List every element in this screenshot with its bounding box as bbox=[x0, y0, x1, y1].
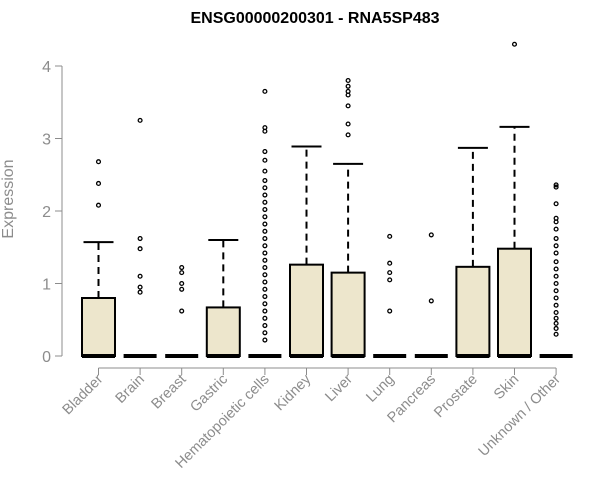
outlier-point bbox=[553, 182, 559, 188]
outlier-point bbox=[262, 286, 268, 292]
outlier-point bbox=[553, 295, 559, 301]
y-tick-label: 4 bbox=[42, 59, 51, 76]
outlier-point bbox=[553, 236, 559, 242]
outlier-point bbox=[95, 180, 102, 187]
outlier-point bbox=[262, 279, 268, 285]
outlier-point bbox=[553, 243, 559, 249]
box bbox=[455, 265, 491, 358]
outlier-point bbox=[137, 246, 143, 252]
outlier-point bbox=[262, 88, 268, 94]
box bbox=[289, 263, 324, 357]
outlier-point bbox=[553, 302, 559, 308]
outlier-point bbox=[262, 322, 268, 329]
outlier-point bbox=[553, 273, 559, 279]
box bbox=[330, 271, 366, 357]
y-tick-label: 2 bbox=[42, 204, 51, 221]
outlier-point bbox=[262, 236, 268, 242]
outlier-point bbox=[179, 280, 185, 287]
outlier-point bbox=[553, 266, 559, 272]
outlier-point bbox=[262, 214, 268, 220]
outlier-point bbox=[137, 273, 143, 279]
outlier-point bbox=[387, 308, 393, 314]
outlier-point bbox=[387, 270, 393, 276]
outlier-point bbox=[428, 232, 434, 238]
outlier-point bbox=[387, 277, 393, 283]
chart-title: ENSG00000200301 - RNA5SP483 bbox=[190, 10, 439, 27]
outlier-point bbox=[137, 284, 143, 290]
outlier-point bbox=[345, 88, 351, 94]
outlier-point bbox=[262, 264, 268, 271]
outlier-point bbox=[262, 178, 268, 184]
outlier-point bbox=[553, 259, 559, 265]
outlier-point bbox=[387, 233, 393, 239]
x-category-label: Liver bbox=[322, 371, 356, 405]
x-category-label: Bladder bbox=[60, 371, 107, 418]
outlier-point bbox=[262, 243, 268, 249]
outlier-point bbox=[345, 77, 351, 84]
box bbox=[205, 306, 241, 357]
outlier-point bbox=[262, 168, 268, 174]
outlier-point bbox=[345, 121, 351, 127]
outlier-point bbox=[553, 250, 559, 256]
outlier-point bbox=[345, 83, 351, 89]
outlier-point bbox=[95, 202, 102, 208]
outlier-point bbox=[553, 309, 559, 316]
outlier-point bbox=[137, 289, 143, 295]
outlier-point bbox=[345, 132, 351, 138]
outlier-point bbox=[262, 330, 268, 336]
outlier-point bbox=[262, 301, 268, 307]
box bbox=[497, 247, 532, 357]
x-category-label: Lung bbox=[363, 372, 397, 406]
outlier-point bbox=[262, 308, 268, 314]
outlier-point bbox=[553, 288, 559, 294]
x-category-label: Prostate bbox=[431, 372, 480, 421]
outlier-point bbox=[553, 320, 559, 326]
outlier-point bbox=[179, 270, 185, 276]
x-category-label: Skin bbox=[491, 372, 522, 403]
outlier-point bbox=[553, 184, 559, 190]
outlier-point bbox=[553, 280, 559, 287]
x-category-label: Breast bbox=[149, 372, 190, 413]
outlier-point bbox=[262, 192, 268, 198]
x-category-label: Kidney bbox=[272, 371, 315, 414]
outlier-point bbox=[262, 337, 268, 343]
outlier-point bbox=[262, 293, 268, 300]
outlier-point bbox=[95, 159, 102, 165]
outlier-point bbox=[387, 260, 393, 266]
outlier-point bbox=[262, 272, 268, 278]
outlier-point bbox=[553, 226, 559, 232]
outlier-point bbox=[553, 331, 559, 337]
outlier-point bbox=[262, 315, 268, 321]
outlier-point bbox=[553, 325, 559, 332]
outlier-point bbox=[262, 157, 268, 163]
outlier-point bbox=[137, 236, 143, 242]
outlier-point bbox=[262, 228, 268, 234]
outlier-point bbox=[262, 257, 268, 263]
outlier-point bbox=[428, 298, 434, 304]
outlier-point bbox=[262, 199, 268, 205]
outlier-point bbox=[553, 215, 559, 221]
y-axis-label: Expression bbox=[0, 159, 17, 238]
outlier-point bbox=[553, 315, 559, 321]
outlier-point bbox=[262, 250, 268, 256]
outlier-point bbox=[179, 308, 185, 314]
outlier-point bbox=[262, 221, 268, 227]
y-tick-label: 1 bbox=[42, 277, 51, 294]
outlier-point bbox=[262, 149, 268, 155]
outlier-point bbox=[345, 103, 351, 109]
x-category-label: Brain bbox=[113, 372, 148, 407]
y-tick-label: 0 bbox=[42, 349, 51, 366]
outlier-point bbox=[553, 201, 559, 207]
outlier-point bbox=[262, 185, 268, 191]
outlier-point bbox=[511, 41, 518, 47]
box bbox=[81, 297, 116, 357]
outlier-point bbox=[179, 264, 185, 271]
outlier-point bbox=[137, 117, 143, 123]
outlier-point bbox=[262, 125, 268, 131]
outlier-point bbox=[262, 207, 268, 213]
y-tick-label: 3 bbox=[42, 132, 51, 149]
outlier-point bbox=[179, 286, 185, 292]
